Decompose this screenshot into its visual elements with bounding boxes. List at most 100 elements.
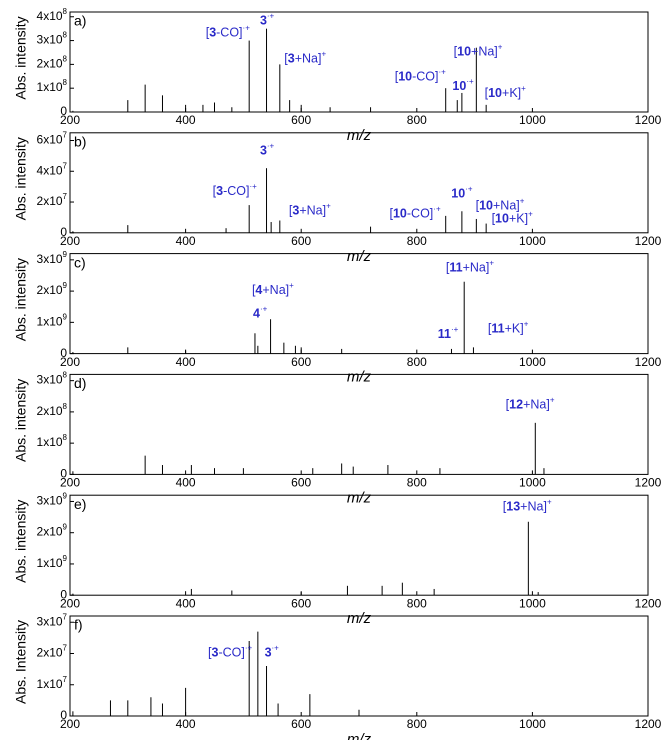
peak-annotation: [10+Na]+ xyxy=(454,43,503,59)
annotation-rest: +Na] xyxy=(262,283,289,297)
x-tick-label: 800 xyxy=(407,717,427,731)
x-tick-label: 1200 xyxy=(635,234,662,248)
peak-annotation: 10·+ xyxy=(451,184,473,200)
annotation-charge: + xyxy=(550,396,555,405)
peak-annotation: [10-CO]·+ xyxy=(390,204,441,220)
annotation-charge: ·+ xyxy=(438,68,446,77)
y-tick-exponent: 8 xyxy=(63,371,68,380)
y-tick-exponent: 7 xyxy=(63,131,68,140)
y-tick-label: 0 xyxy=(60,708,67,722)
peak-annotation: 11·+ xyxy=(438,325,459,341)
peak-annotation: [4+Na]+ xyxy=(252,281,294,297)
plot-frame xyxy=(69,253,649,355)
annotation-rest: -CO] xyxy=(218,646,244,660)
x-tick-label: 1200 xyxy=(635,355,662,369)
y-tick-exponent: 8 xyxy=(63,7,68,16)
annotation-open: [ xyxy=(492,212,496,226)
y-tick-mantissa: 3x10 xyxy=(37,33,63,47)
x-tick-label: 200 xyxy=(60,234,80,248)
y-tick-exponent: 9 xyxy=(63,492,68,501)
x-axis-label: m/z xyxy=(347,731,372,740)
peak-annotation: [3-CO]·+ xyxy=(213,182,257,198)
x-tick-label: 800 xyxy=(407,476,427,490)
x-tick-label: 600 xyxy=(291,717,311,731)
y-tick-exponent: 7 xyxy=(63,192,68,201)
annotation-id: 3 xyxy=(288,52,295,66)
y-tick-mantissa: 1x10 xyxy=(37,435,63,449)
annotation-rest: +K] xyxy=(509,212,528,226)
y-tick-exponent: 8 xyxy=(63,78,68,87)
annotation-rest: -CO] xyxy=(216,26,242,40)
panel-label: e) xyxy=(74,496,86,512)
y-tick-mantissa: 2x10 xyxy=(37,283,63,297)
annotation-id: 11 xyxy=(491,322,504,336)
annotation-charge: ·+ xyxy=(260,305,268,314)
y-tick-exponent: 8 xyxy=(63,433,68,442)
annotation-id: 10 xyxy=(393,207,407,221)
y-tick-label: 1x107 xyxy=(37,675,68,691)
y-tick-mantissa: 2x10 xyxy=(37,194,63,208)
annotation-open: [ xyxy=(503,500,507,514)
annotation-open: [ xyxy=(206,26,210,40)
peak-annotation: 3·+ xyxy=(265,644,280,660)
x-axis-label: m/z xyxy=(347,489,372,506)
annotation-charge: ·+ xyxy=(267,12,275,21)
annotation-id: 11 xyxy=(438,327,451,341)
x-tick-label: 400 xyxy=(176,596,196,610)
peak-annotation: 4·+ xyxy=(253,305,268,321)
x-tick-label: 400 xyxy=(176,234,196,248)
annotation-charge: + xyxy=(289,281,294,290)
y-tick-label: 2x109 xyxy=(37,281,68,297)
y-tick-mantissa: 6x10 xyxy=(37,133,63,147)
annotation-id: 3 xyxy=(212,646,219,660)
annotation-rest: -CO] xyxy=(407,207,433,221)
annotation-id: 3 xyxy=(209,26,216,40)
annotation-rest: +K] xyxy=(505,322,524,336)
x-tick-label: 200 xyxy=(60,113,80,127)
x-tick-label: 200 xyxy=(60,717,80,731)
x-tick-label: 1000 xyxy=(519,596,546,610)
annotation-open: [ xyxy=(446,261,450,275)
x-axis-label: m/z xyxy=(347,127,372,144)
annotation-open: [ xyxy=(289,204,293,218)
y-tick-exponent: 7 xyxy=(63,675,68,684)
x-tick-label: 400 xyxy=(176,355,196,369)
peak-annotation: 10·+ xyxy=(452,77,474,93)
x-tick-label: 200 xyxy=(60,355,80,369)
annotation-id: 10 xyxy=(457,45,471,59)
annotation-charge: + xyxy=(498,43,503,52)
x-tick-label: 400 xyxy=(176,476,196,490)
y-tick-label: 3x107 xyxy=(37,612,68,628)
y-tick-exponent: 8 xyxy=(63,402,68,411)
peak-annotation: [11+K]+ xyxy=(488,320,529,336)
y-tick-label: 6x107 xyxy=(37,131,68,147)
x-axis-label: m/z xyxy=(347,248,372,265)
annotation-open: [ xyxy=(252,283,256,297)
y-tick-label: 2x108 xyxy=(37,402,68,418)
y-tick-label: 3x109 xyxy=(37,250,68,266)
y-tick-mantissa: 3x10 xyxy=(37,614,63,628)
x-axis-label: m/z xyxy=(347,369,372,386)
y-tick-label: 3x108 xyxy=(37,31,68,47)
x-tick-label: 400 xyxy=(176,113,196,127)
y-tick-label: 0 xyxy=(60,467,67,481)
annotation-open: [ xyxy=(476,199,480,213)
plot-frame xyxy=(69,615,649,717)
y-tick-exponent: 9 xyxy=(63,554,68,563)
x-tick-label: 1000 xyxy=(519,234,546,248)
annotation-open: [ xyxy=(454,45,458,59)
x-tick-label: 800 xyxy=(407,596,427,610)
y-tick-label: 4x108 xyxy=(37,7,68,23)
y-tick-mantissa: 1x10 xyxy=(37,80,63,94)
annotation-charge: + xyxy=(489,258,494,267)
y-tick-label: 2x109 xyxy=(37,523,68,539)
annotation-charge: + xyxy=(521,84,526,93)
annotation-id: 13 xyxy=(506,500,520,514)
panel-label: d) xyxy=(74,375,86,391)
x-tick-label: 1000 xyxy=(519,476,546,490)
annotation-id: 3 xyxy=(292,204,299,218)
annotation-id: 3 xyxy=(216,184,223,198)
